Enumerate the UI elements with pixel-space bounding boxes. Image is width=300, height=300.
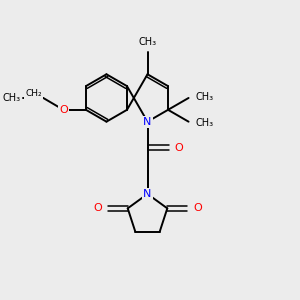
Text: N: N — [143, 117, 152, 127]
Text: O: O — [193, 203, 202, 213]
Text: O: O — [93, 203, 102, 213]
Text: CH₃: CH₃ — [138, 37, 157, 46]
Text: CH₃: CH₃ — [196, 92, 214, 101]
Text: CH₂: CH₂ — [25, 89, 42, 98]
Text: CH₃: CH₃ — [196, 118, 214, 128]
Text: N: N — [143, 189, 152, 199]
Text: N: N — [143, 189, 152, 199]
Text: O: O — [175, 143, 183, 153]
Text: CH₃: CH₃ — [2, 93, 20, 103]
Text: O: O — [59, 105, 68, 115]
Text: N: N — [143, 117, 152, 127]
